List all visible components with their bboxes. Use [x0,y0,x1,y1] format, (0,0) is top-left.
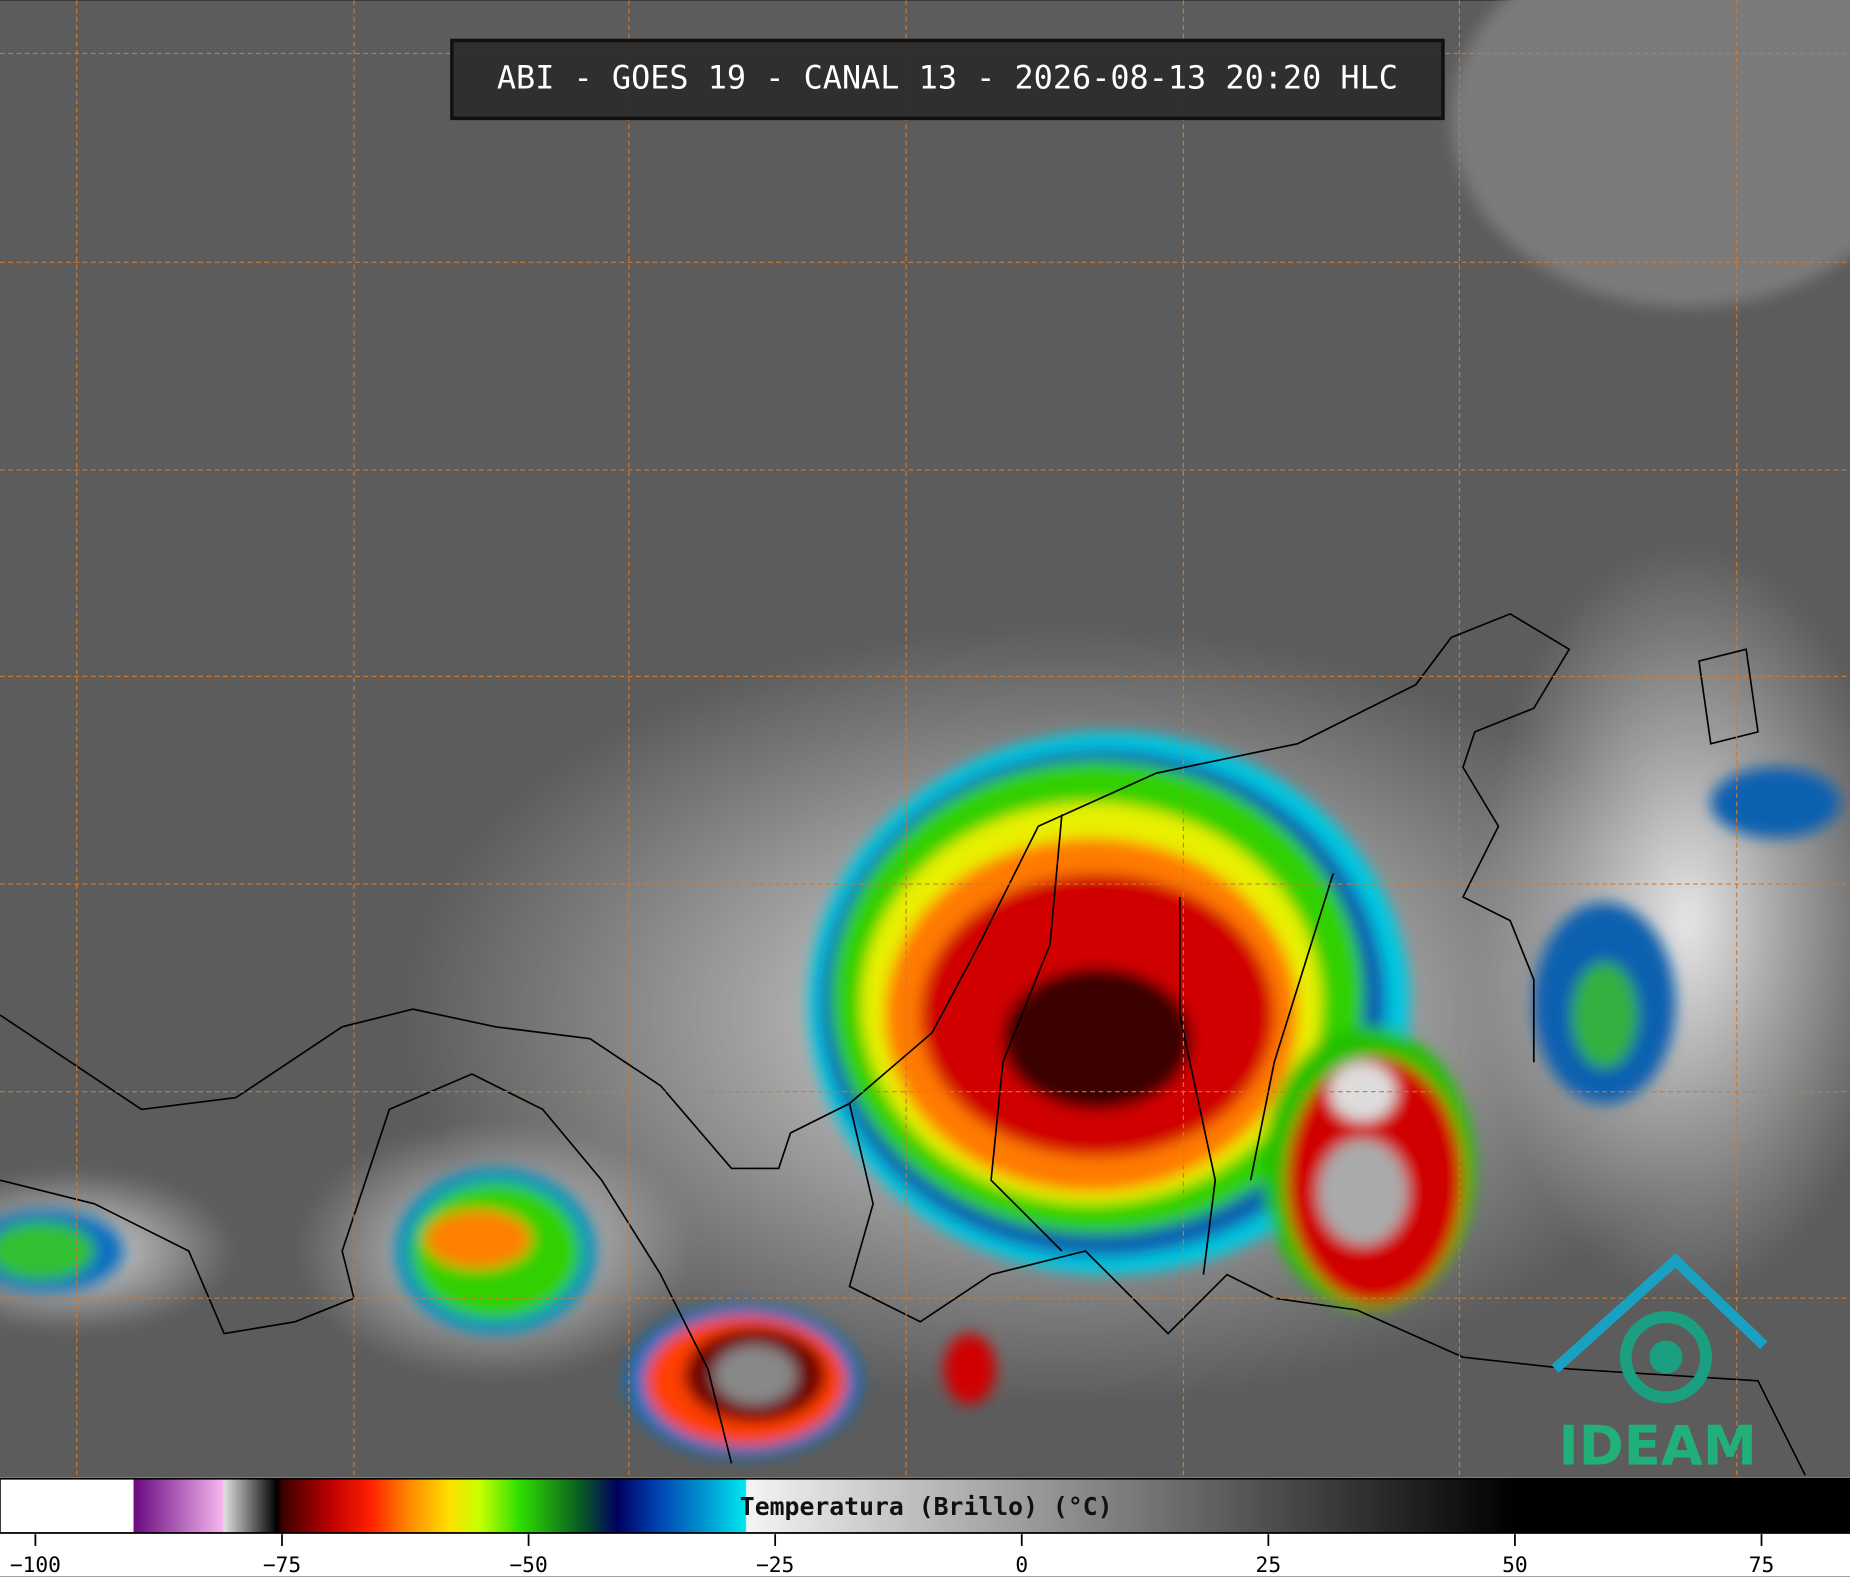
tick-label: −50 [509,1553,547,1577]
tick-label: −100 [10,1553,61,1577]
logo-icon [1551,1253,1768,1404]
graticule [0,0,1850,1478]
tick-label: 75 [1749,1553,1775,1577]
coastlines [0,612,1806,1476]
tick-label: 50 [1502,1553,1528,1577]
title-box [450,38,1445,121]
colorbar-gradient [0,1477,1850,1534]
tick-label: −75 [263,1553,301,1577]
colorbar: Temperatura (Brillo) (°C) −100 −75 −50 −25 0 2… [0,1477,1850,1577]
title: ABI - GOES 19 - CANAL 13 - 2026-08-13 20… [497,58,1398,96]
tick-label: −25 [756,1553,794,1577]
tick-label: 25 [1256,1553,1282,1577]
colorbar-label: Temperatura (Brillo) (°C) [740,1492,1113,1521]
logo-text: IDEAM [1559,1414,1757,1477]
tick-label: 0 [1015,1553,1028,1577]
